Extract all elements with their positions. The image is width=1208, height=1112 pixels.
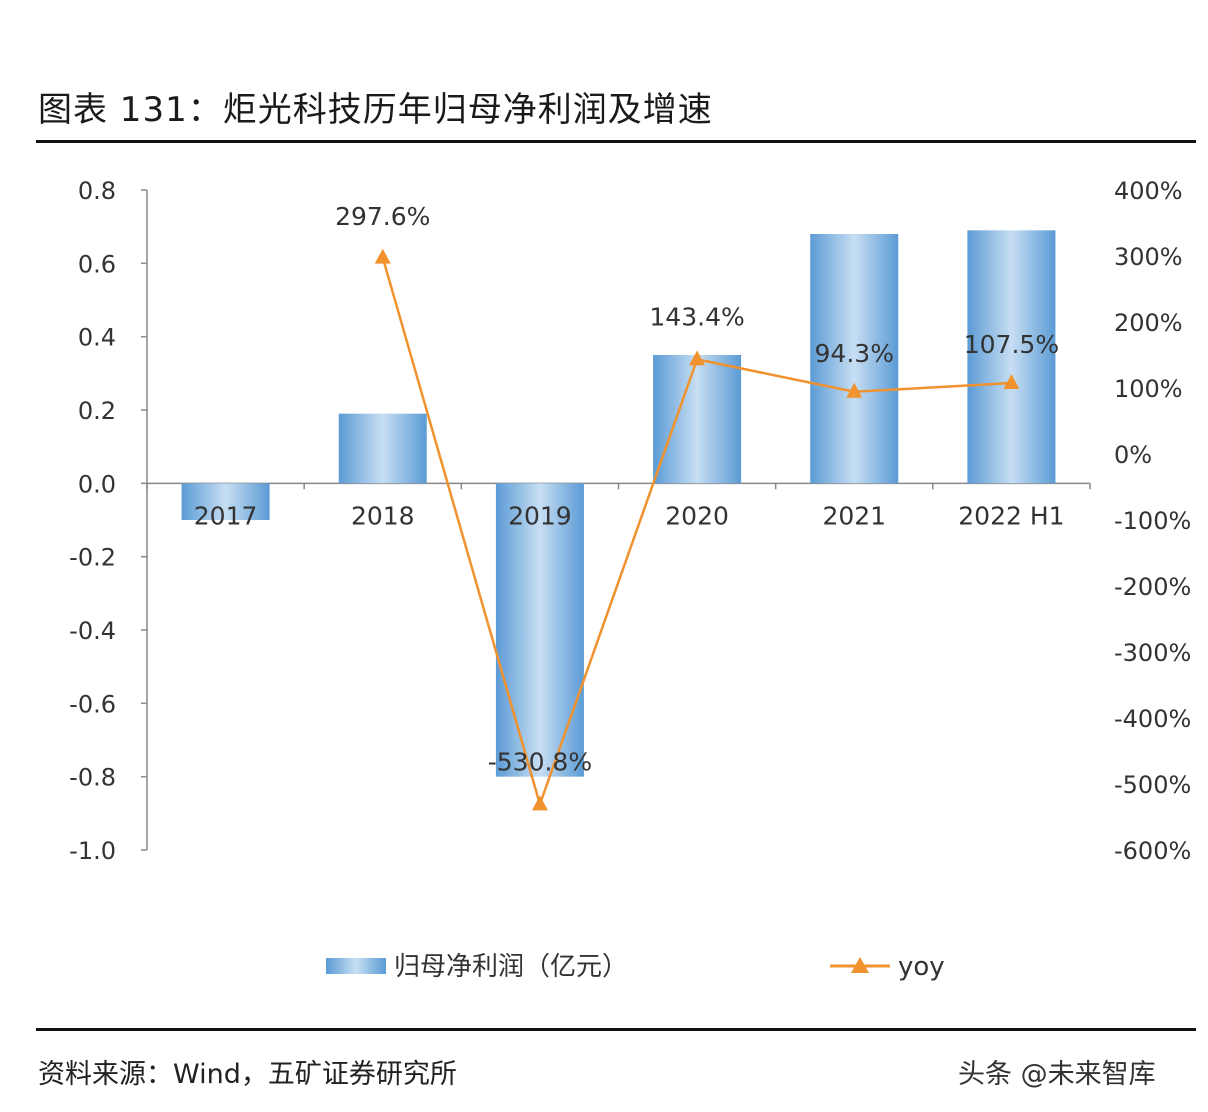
y-right-tick-label: 200%: [1114, 309, 1183, 337]
y-left-tick-label: 0.2: [78, 397, 116, 425]
category-label: 2019: [508, 501, 572, 530]
yoy-data-label: 297.6%: [335, 202, 430, 231]
y-left-tick-label: -1.0: [69, 837, 116, 865]
legend-bar-label: 归母净利润（亿元）: [394, 952, 628, 982]
figure-title: 图表 131：炬光科技历年归母净利润及增速: [38, 90, 713, 130]
category-label: 2017: [194, 501, 258, 530]
yoy-marker: [689, 350, 706, 366]
y-right-tick-label: 400%: [1114, 177, 1183, 205]
y-left-tick-label: -0.6: [69, 690, 116, 718]
bar-series: [181, 230, 1056, 777]
yoy-line: [381, 257, 1012, 809]
y-right-tick-label: -400%: [1114, 705, 1191, 733]
y-right-tick-label: 0%: [1114, 441, 1152, 469]
yoy-series: [374, 248, 1020, 811]
legend: 归母净利润（亿元） yoy: [326, 952, 945, 982]
source-note: 资料来源：Wind，五矿证券研究所: [38, 1059, 457, 1090]
y-left-tick-label: 0.0: [78, 470, 116, 498]
title-rule: [36, 140, 1196, 143]
category-label: 2022 H1: [958, 501, 1064, 530]
yoy-data-label: 107.5%: [964, 330, 1059, 359]
bar: [338, 413, 427, 484]
y-left-tick-label: -0.8: [69, 764, 116, 792]
watermark: 头条 @未来智库: [958, 1059, 1156, 1090]
axes: 0.8 0.6 0.4 0.2 0.0 -0.2 -0.4 -0.6 -0.8 -1.0 400% 3…: [69, 177, 1191, 865]
chart: 0.8 0.6 0.4 0.2 0.0 -0.2 -0.4 -0.6 -0.8 -1.0 400% 3…: [69, 177, 1191, 982]
yoy-data-label: 94.3%: [815, 339, 894, 368]
y-right-tick-label: -200%: [1114, 573, 1191, 601]
yoy-data-label: 143.4%: [649, 302, 744, 331]
bar: [967, 230, 1056, 484]
yoy-marker: [846, 382, 863, 398]
y-left-tick-label: -0.4: [69, 617, 116, 645]
y-left-tick-label: -0.2: [69, 544, 116, 572]
bar: [181, 483, 270, 520]
y-right-tick-label: -500%: [1114, 771, 1191, 799]
bar: [653, 355, 742, 484]
y-left-tick-label: 0.6: [78, 250, 116, 278]
bar: [810, 234, 899, 484]
legend-yoy-label: yoy: [898, 952, 945, 982]
data-labels: 297.6% -530.8% 143.4% 94.3% 107.5%: [335, 202, 1059, 776]
legend-triangle-marker: [851, 957, 869, 973]
yoy-marker: [1003, 374, 1020, 390]
y-right-tick-label: -100%: [1114, 507, 1191, 535]
yoy-marker: [374, 248, 391, 264]
y-left-tick-label: 0.8: [78, 177, 116, 205]
category-labels: 2017 2018 2019 2020 2021 2022 H1: [194, 501, 1065, 530]
yoy-marker: [531, 795, 548, 811]
footer-rule: [36, 1028, 1196, 1031]
y-right-tick-label: 300%: [1114, 243, 1183, 271]
y-right-tick-label: -300%: [1114, 639, 1191, 667]
category-label: 2021: [822, 501, 886, 530]
bar: [495, 483, 584, 777]
y-right-tick-label: 100%: [1114, 375, 1183, 403]
category-label: 2020: [665, 501, 729, 530]
y-right-tick-label: -600%: [1114, 837, 1191, 865]
legend-bar-swatch: [326, 958, 386, 974]
y-left-tick-label: 0.4: [78, 324, 116, 352]
category-label: 2018: [351, 501, 415, 530]
yoy-data-label: -530.8%: [488, 747, 592, 776]
